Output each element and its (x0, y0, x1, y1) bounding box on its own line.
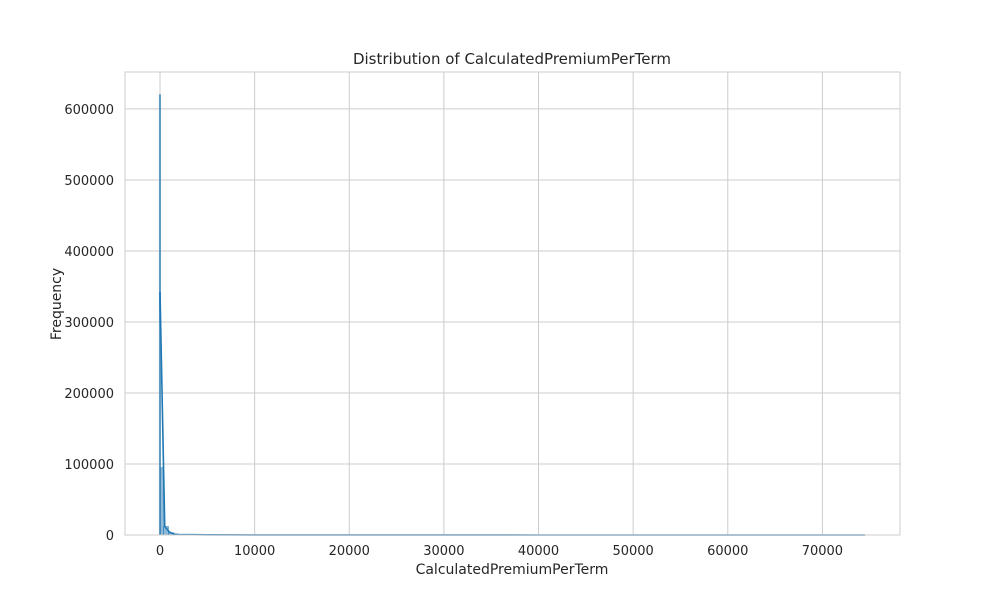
chart-title: Distribution of CalculatedPremiumPerTerm (353, 50, 671, 68)
y-tick-label: 600000 (64, 103, 114, 118)
histogram-bars (158, 94, 175, 536)
x-tick-label: 30000 (423, 544, 464, 559)
x-tick-label: 20000 (329, 544, 370, 559)
grid-lines (125, 72, 900, 536)
x-tick-label: 50000 (612, 544, 653, 559)
x-tick-label: 40000 (518, 544, 559, 559)
y-tick-label: 500000 (64, 174, 114, 189)
y-tick-label: 100000 (64, 458, 114, 473)
x-tick-label: 60000 (707, 544, 748, 559)
x-tick-label: 70000 (802, 544, 843, 559)
x-axis-label: CalculatedPremiumPerTerm (416, 562, 609, 578)
y-tick-label: 0 (106, 529, 114, 544)
y-tick-label: 400000 (64, 245, 114, 260)
x-tick-label: 10000 (234, 544, 275, 559)
y-tick-label: 300000 (64, 316, 114, 331)
kde-line (159, 292, 865, 536)
y-tick-label: 200000 (64, 387, 114, 402)
y-tick-labels: 0 100000 200000 300000 400000 500000 600000 (64, 103, 114, 544)
kde-curve (159, 292, 865, 536)
x-tick-label: 0 (156, 544, 164, 559)
x-tick-labels: 0 10000 20000 30000 40000 50000 60000 70000 (156, 544, 843, 559)
y-axis-label: Frequency (49, 268, 65, 340)
plot-frame (124, 71, 901, 536)
